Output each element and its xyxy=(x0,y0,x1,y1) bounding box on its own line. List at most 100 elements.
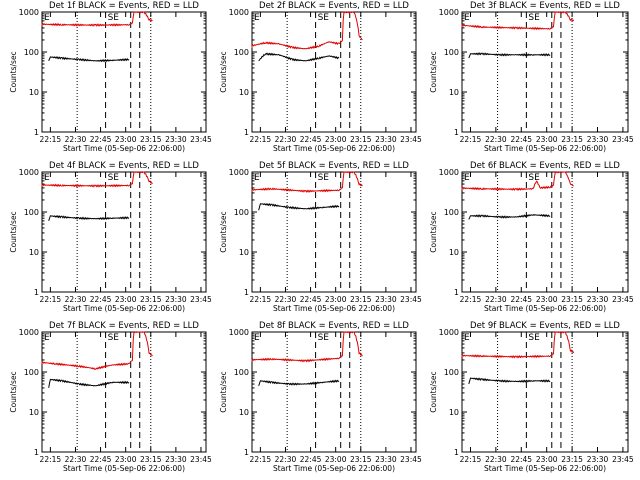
y-tick-label: 1 xyxy=(34,448,39,457)
x-tick-label: 23:15 xyxy=(350,135,372,144)
marker-label-e: E xyxy=(464,13,470,23)
y-tick-label: 10 xyxy=(239,88,249,97)
y-tick-label: 1 xyxy=(244,128,249,137)
y-tick-label: 100 xyxy=(234,208,249,217)
y-tick-label: 1 xyxy=(244,448,249,457)
y-tick-label: 100 xyxy=(444,48,459,57)
x-tick-label: 22:45 xyxy=(510,135,532,144)
x-tick-label: 22:45 xyxy=(90,295,112,304)
series-line-lld xyxy=(251,171,363,193)
marker-label-e: E xyxy=(254,13,260,23)
x-tick-label: 23:45 xyxy=(612,455,634,464)
y-tick-label: 1000 xyxy=(229,168,249,177)
y-axis-label: Counts/sec xyxy=(429,211,438,252)
y-tick-label: 1000 xyxy=(19,168,39,177)
series-line-events xyxy=(258,52,340,62)
panel-title: Det 4f BLACK = Events, RED = LLD xyxy=(49,161,199,171)
panel-title: Det 2f BLACK = Events, RED = LLD xyxy=(259,1,409,11)
marker-label-e: E xyxy=(254,173,260,183)
detector-panel-2: Det 2f BLACK = Events, RED = LLD 1 10 100 10… xyxy=(219,1,422,153)
plot-frame xyxy=(41,171,207,293)
y-tick-label: 1000 xyxy=(439,168,459,177)
x-axis-label: Start Time (05-Sep-06 22:06:00) xyxy=(484,464,606,473)
y-tick-label: 1 xyxy=(454,288,459,297)
x-tick-label: 23:45 xyxy=(612,295,634,304)
x-tick-label: 23:15 xyxy=(561,135,583,144)
series-line-lld xyxy=(251,11,363,50)
panel-title: Det 5f BLACK = Events, RED = LLD xyxy=(259,161,409,171)
y-tick-label: 1 xyxy=(454,448,459,457)
detector-panel-5: Det 5f BLACK = Events, RED = LLD 1 10 100 10… xyxy=(219,161,422,313)
panel-title: Det 9f BLACK = Events, RED = LLD xyxy=(470,321,620,331)
y-tick-label: 1000 xyxy=(19,8,39,17)
x-tick-label: 23:15 xyxy=(350,455,372,464)
series-line-events xyxy=(258,202,340,211)
series-line-events xyxy=(468,213,551,220)
x-tick-label: 22:45 xyxy=(90,135,112,144)
y-tick-label: 10 xyxy=(29,408,39,417)
x-tick-label: 23:45 xyxy=(190,455,212,464)
x-tick-label: 23:45 xyxy=(400,135,422,144)
plot-frame xyxy=(461,11,629,133)
y-axis-label: Counts/sec xyxy=(429,371,438,412)
y-tick-label: 10 xyxy=(449,88,459,97)
x-tick-label: 23:00 xyxy=(325,455,347,464)
y-tick-label: 100 xyxy=(444,368,459,377)
series-line-events xyxy=(258,379,340,386)
x-tick-label: 22:45 xyxy=(510,295,532,304)
x-tick-label: 22:15 xyxy=(460,295,482,304)
x-tick-label: 22:45 xyxy=(300,295,322,304)
x-tick-label: 22:45 xyxy=(300,455,322,464)
y-tick-label: 10 xyxy=(29,88,39,97)
x-tick-label: 23:30 xyxy=(375,135,397,144)
series-line-events xyxy=(468,52,551,59)
panel-title: Det 3f BLACK = Events, RED = LLD xyxy=(470,1,620,11)
x-tick-label: 23:30 xyxy=(587,455,609,464)
panel-title: Det 7f BLACK = Events, RED = LLD xyxy=(49,321,199,331)
y-axis-label: Counts/sec xyxy=(429,51,438,92)
x-axis-label: Start Time (05-Sep-06 22:06:00) xyxy=(63,304,185,313)
detector-panel-8: Det 8f BLACK = Events, RED = LLD 1 10 100 10… xyxy=(219,321,422,473)
series-line-events xyxy=(48,378,130,388)
x-tick-label: 23:30 xyxy=(587,135,609,144)
series-line-lld xyxy=(461,11,575,31)
plot-frame xyxy=(251,171,417,293)
x-tick-label: 22:15 xyxy=(460,455,482,464)
x-tick-label: 22:30 xyxy=(65,455,87,464)
x-tick-label: 23:00 xyxy=(536,295,558,304)
panel-title: Det 6f BLACK = Events, RED = LLD xyxy=(470,161,620,171)
y-tick-label: 1 xyxy=(34,128,39,137)
y-tick-label: 10 xyxy=(239,408,249,417)
x-tick-label: 22:15 xyxy=(250,295,272,304)
x-tick-label: 23:15 xyxy=(350,295,372,304)
x-tick-label: 22:15 xyxy=(40,455,62,464)
y-tick-label: 1000 xyxy=(439,8,459,17)
series-line-lld xyxy=(41,171,153,188)
y-tick-label: 1000 xyxy=(229,8,249,17)
x-tick-label: 22:30 xyxy=(275,135,297,144)
marker-label-se: SE xyxy=(318,173,330,183)
marker-label-e: E xyxy=(44,333,50,343)
x-tick-label: 23:00 xyxy=(536,135,558,144)
x-tick-label: 22:45 xyxy=(300,135,322,144)
y-tick-label: 100 xyxy=(24,368,39,377)
x-axis-label: Start Time (05-Sep-06 22:06:00) xyxy=(63,464,185,473)
x-tick-label: 23:00 xyxy=(115,295,137,304)
y-tick-label: 1000 xyxy=(229,328,249,337)
x-tick-label: 23:30 xyxy=(375,295,397,304)
x-tick-label: 23:30 xyxy=(165,455,187,464)
plot-frame xyxy=(251,11,417,133)
y-axis-label: Counts/sec xyxy=(219,51,228,92)
series-line-lld xyxy=(41,331,153,370)
x-axis-label: Start Time (05-Sep-06 22:06:00) xyxy=(273,464,395,473)
y-axis-label: Counts/sec xyxy=(9,211,18,252)
marker-label-e: E xyxy=(464,333,470,343)
series-line-lld xyxy=(251,331,363,363)
x-tick-label: 23:15 xyxy=(140,455,162,464)
x-tick-label: 23:15 xyxy=(140,135,162,144)
x-tick-label: 22:15 xyxy=(250,455,272,464)
x-tick-label: 22:30 xyxy=(275,295,297,304)
x-tick-label: 23:00 xyxy=(325,295,347,304)
y-tick-label: 10 xyxy=(449,408,459,417)
x-axis-label: Start Time (05-Sep-06 22:06:00) xyxy=(63,144,185,153)
